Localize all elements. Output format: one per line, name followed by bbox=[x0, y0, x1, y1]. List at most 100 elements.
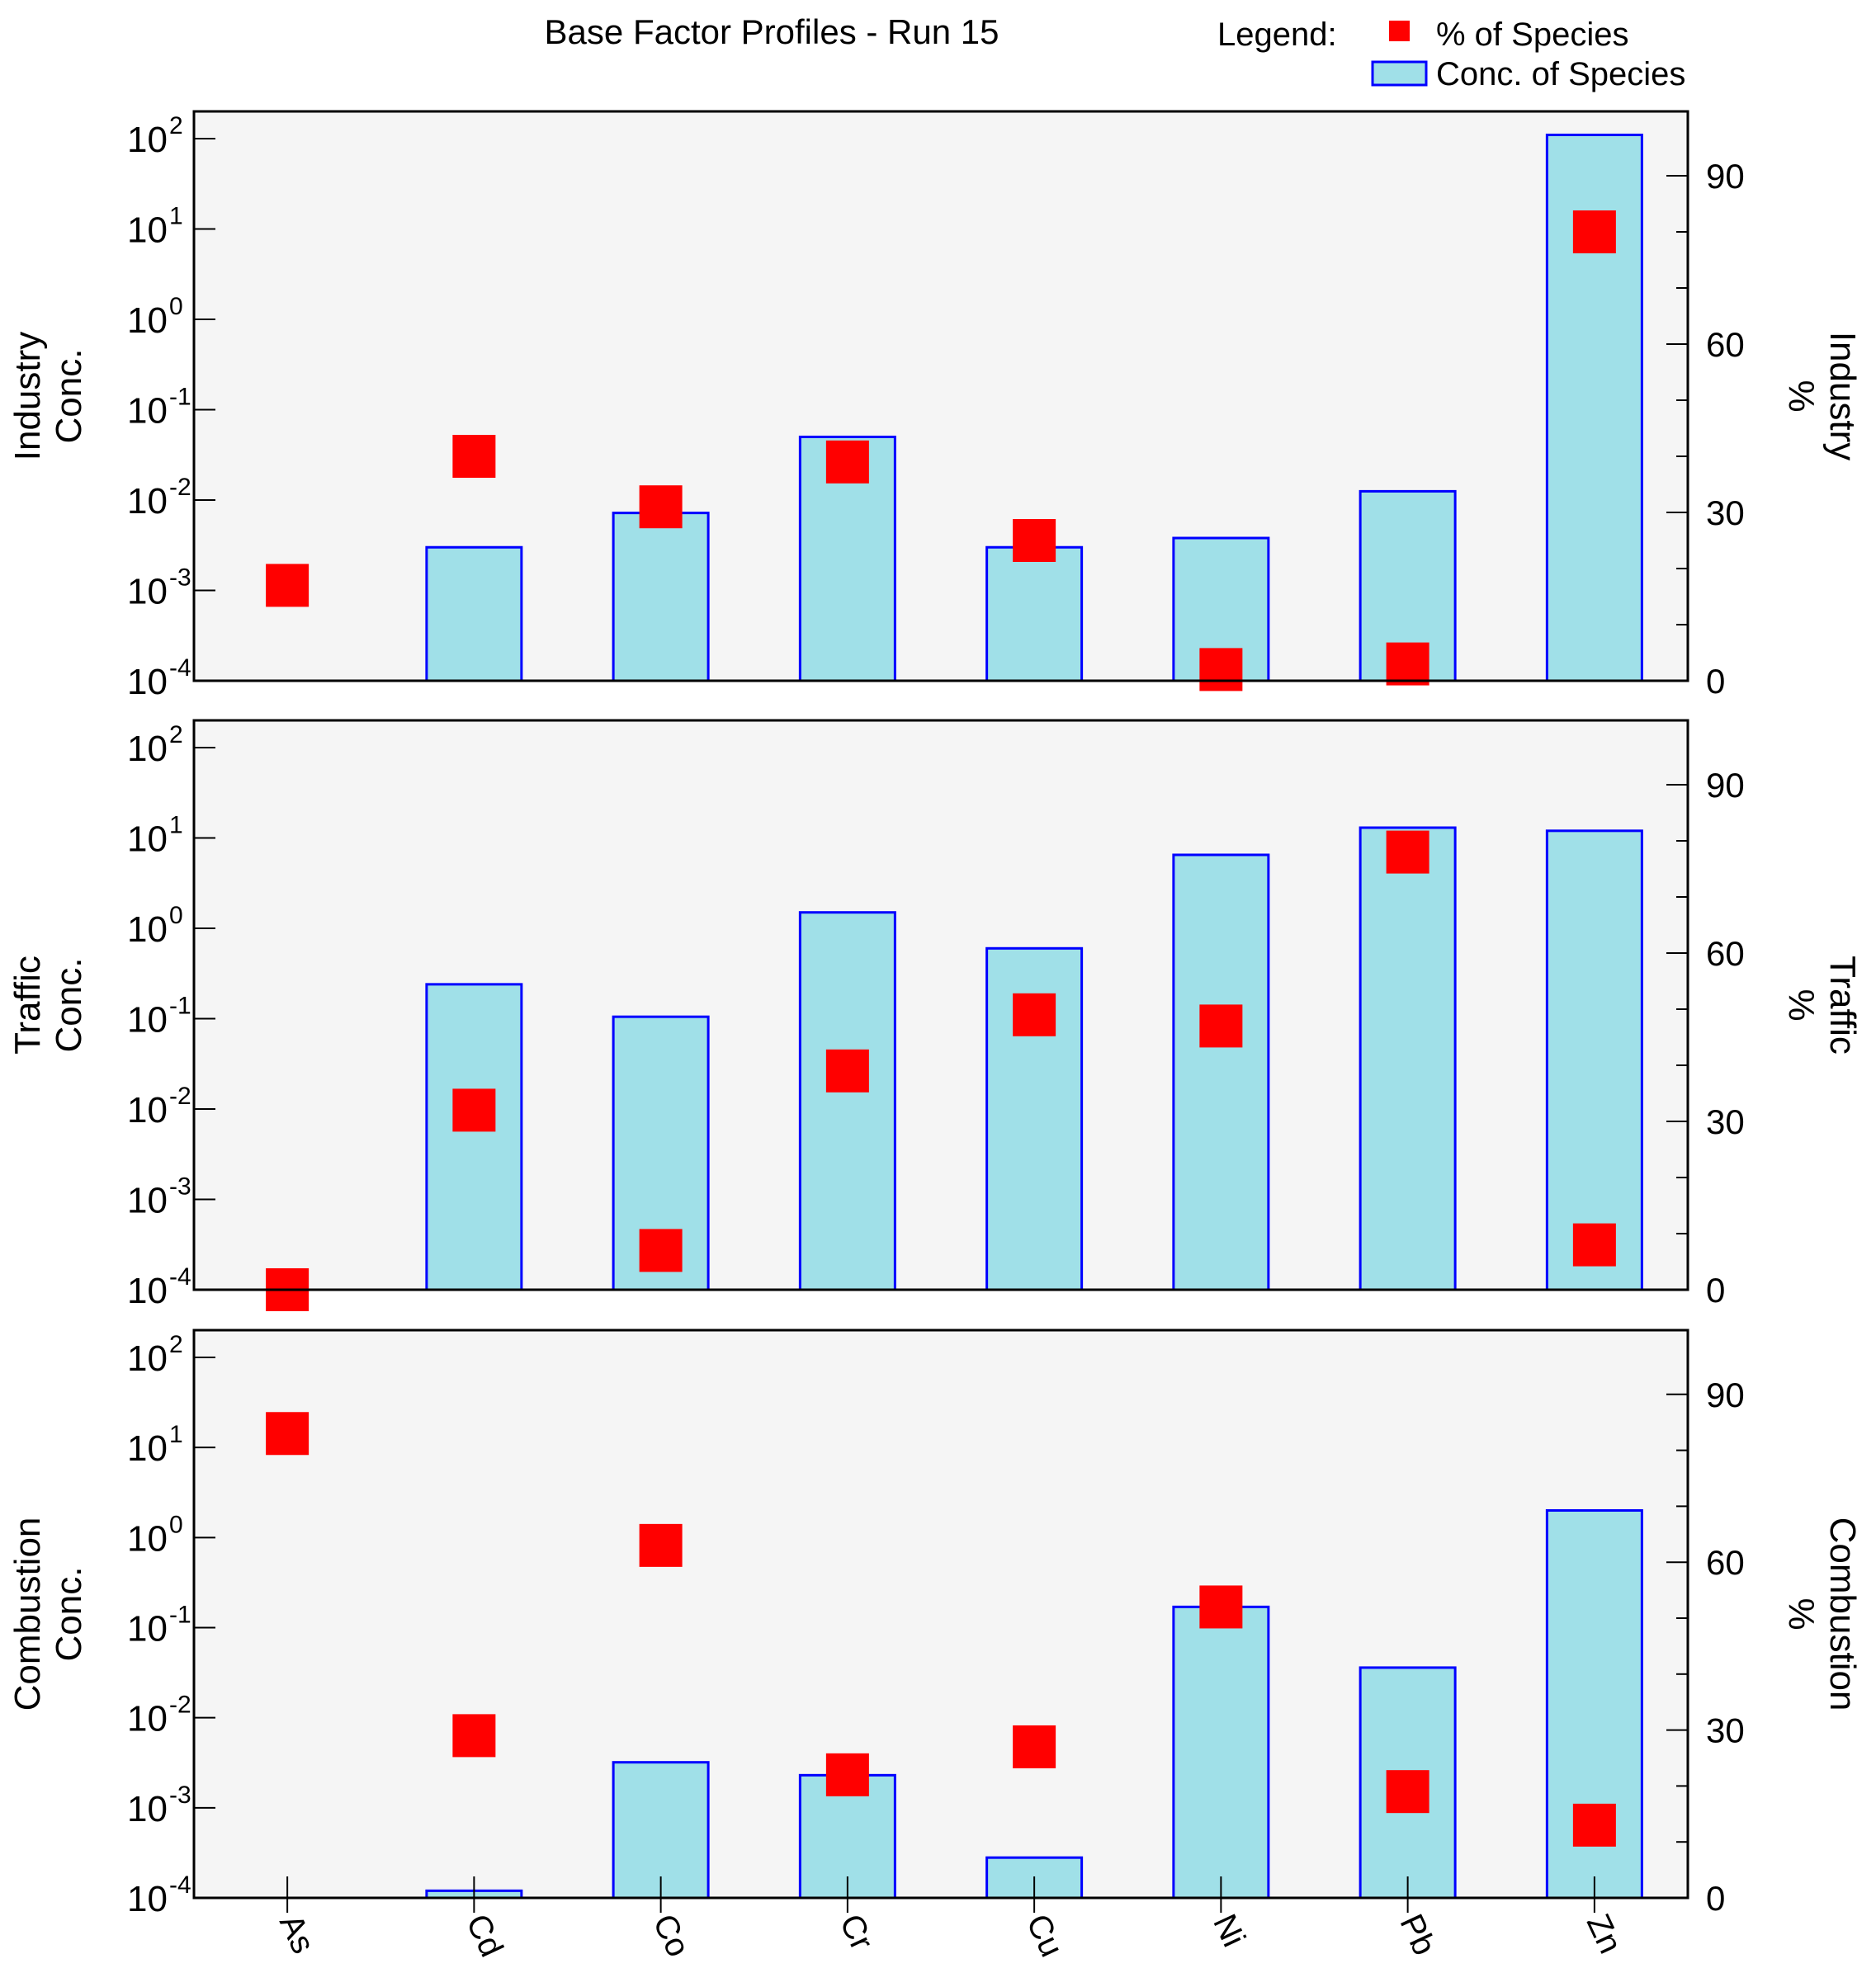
left-tick-exponent: -1 bbox=[169, 384, 191, 411]
plot-background bbox=[194, 111, 1688, 681]
left-tick-exponent: -2 bbox=[169, 1692, 191, 1719]
left-tick-exponent: -3 bbox=[169, 564, 191, 592]
left-tick-label: 10 bbox=[127, 391, 168, 432]
conc-bar-co bbox=[612, 1761, 710, 1900]
left-tick-label: 10 bbox=[127, 729, 168, 769]
percent-marker-co bbox=[639, 1523, 683, 1567]
left-tick-label: 10 bbox=[127, 572, 168, 612]
percent-marker-pb bbox=[1386, 642, 1429, 686]
percent-marker-as bbox=[266, 1412, 310, 1456]
right-axis-label-line1: Combustion bbox=[1822, 1517, 1863, 1711]
percent-marker-pb bbox=[1386, 830, 1429, 874]
percent-marker-co bbox=[639, 485, 683, 529]
right-tick-label: 0 bbox=[1706, 1879, 1725, 1918]
left-tick-exponent: 0 bbox=[169, 902, 183, 929]
left-tick-exponent: 0 bbox=[169, 1511, 183, 1538]
x-tick-label-ni: Ni bbox=[1206, 1909, 1252, 1952]
right-axis-label-line1: Industry bbox=[1822, 332, 1863, 461]
x-tick-label-cu: Cu bbox=[1019, 1909, 1070, 1962]
left-tick-exponent: -2 bbox=[169, 474, 191, 501]
percent-marker-cd bbox=[452, 435, 496, 478]
right-axis-label: Combustion% bbox=[1781, 1517, 1863, 1711]
conc-bar-zn bbox=[1545, 829, 1643, 1291]
right-axis-label-line2: % bbox=[1781, 989, 1822, 1021]
right-tick-label: 90 bbox=[1706, 766, 1745, 805]
right-axis-label: Traffic% bbox=[1781, 956, 1863, 1055]
left-tick-label: 10 bbox=[127, 1000, 168, 1041]
left-axis-label-line2: Conc. bbox=[49, 958, 89, 1053]
left-tick-exponent: -4 bbox=[169, 1263, 191, 1291]
right-axis-label-line2: % bbox=[1781, 380, 1822, 412]
percent-marker-zn bbox=[1572, 1803, 1616, 1847]
conc-bar-pb bbox=[1359, 489, 1457, 682]
left-axis-label-line2: Conc. bbox=[49, 349, 89, 444]
left-axis-label: TrafficConc. bbox=[7, 956, 89, 1055]
conc-bar-cd bbox=[425, 545, 523, 682]
legend-conc-label: Conc. of Species bbox=[1436, 56, 1685, 92]
percent-marker-cu bbox=[1013, 1725, 1056, 1768]
right-tick-label: 30 bbox=[1706, 1711, 1745, 1750]
left-tick-exponent: -1 bbox=[169, 1602, 191, 1629]
plot-frame bbox=[192, 110, 1689, 682]
left-tick-exponent: -2 bbox=[169, 1083, 191, 1110]
percent-marker-as bbox=[266, 564, 310, 607]
conc-bar-cu bbox=[985, 545, 1084, 682]
left-axis-label-line1: Industry bbox=[7, 332, 48, 461]
left-tick-exponent: 2 bbox=[169, 112, 183, 139]
left-tick-label: 10 bbox=[127, 1338, 168, 1379]
left-axis-label-line2: Conc. bbox=[49, 1567, 89, 1662]
percent-marker-cd bbox=[452, 1714, 496, 1758]
legend-title: Legend: bbox=[1217, 17, 1337, 53]
right-axis-label: Industry% bbox=[1781, 332, 1863, 461]
left-tick-exponent: 2 bbox=[169, 1331, 183, 1358]
left-tick-label: 10 bbox=[127, 210, 168, 251]
plot-frame bbox=[192, 1329, 1689, 1900]
x-tick-label-co: Co bbox=[645, 1909, 696, 1962]
percent-marker-pb bbox=[1386, 1770, 1429, 1814]
percent-marker-cr bbox=[825, 1753, 869, 1796]
right-tick-label: 60 bbox=[1706, 325, 1745, 364]
legend-percent-label: % of Species bbox=[1436, 17, 1628, 53]
plot-background bbox=[194, 720, 1688, 1290]
left-tick-label: 10 bbox=[127, 1271, 168, 1311]
right-tick-label: 90 bbox=[1706, 1376, 1745, 1414]
right-tick-label: 60 bbox=[1706, 934, 1745, 973]
right-axis-label-line2: % bbox=[1781, 1598, 1822, 1630]
left-tick-label: 10 bbox=[127, 120, 168, 160]
left-axis-label-line1: Combustion bbox=[7, 1517, 48, 1711]
left-tick-label: 10 bbox=[127, 1879, 168, 1919]
right-tick-label: 30 bbox=[1706, 1102, 1745, 1141]
left-tick-exponent: -4 bbox=[169, 654, 191, 682]
left-tick-exponent: -4 bbox=[169, 1871, 191, 1899]
left-tick-label: 10 bbox=[127, 481, 168, 522]
x-tick-label-cd: Cd bbox=[459, 1909, 509, 1962]
right-axis-label-line1: Traffic bbox=[1822, 956, 1863, 1055]
conc-bar-ni bbox=[1172, 853, 1270, 1291]
left-tick-exponent: -1 bbox=[169, 993, 191, 1020]
left-axis-label-line1: Traffic bbox=[7, 956, 48, 1055]
conc-bar-pb bbox=[1359, 826, 1457, 1291]
right-tick-label: 60 bbox=[1706, 1543, 1745, 1582]
left-tick-exponent: 1 bbox=[169, 1421, 183, 1448]
percent-marker-cr bbox=[825, 440, 869, 484]
percent-marker-zn bbox=[1572, 1223, 1616, 1267]
percent-marker-cd bbox=[452, 1088, 496, 1132]
conc-bar-cd bbox=[425, 983, 523, 1291]
right-tick-label: 0 bbox=[1706, 1271, 1725, 1310]
left-tick-exponent: 1 bbox=[169, 812, 183, 839]
percent-marker-cr bbox=[825, 1049, 869, 1093]
percent-marker-ni bbox=[1199, 1585, 1243, 1629]
left-tick-label: 10 bbox=[127, 1090, 168, 1130]
left-tick-exponent: 2 bbox=[169, 721, 183, 748]
left-tick-exponent: 0 bbox=[169, 293, 183, 320]
left-tick-label: 10 bbox=[127, 819, 168, 860]
left-tick-label: 10 bbox=[127, 1181, 168, 1221]
legend: Legend: % of Species Conc. of Species bbox=[1217, 17, 1685, 92]
left-tick-label: 10 bbox=[127, 909, 168, 950]
percent-marker-ni bbox=[1199, 1004, 1243, 1048]
percent-marker-cu bbox=[1013, 993, 1056, 1036]
left-tick-label: 10 bbox=[127, 300, 168, 341]
left-axis-label: CombustionConc. bbox=[7, 1517, 89, 1711]
